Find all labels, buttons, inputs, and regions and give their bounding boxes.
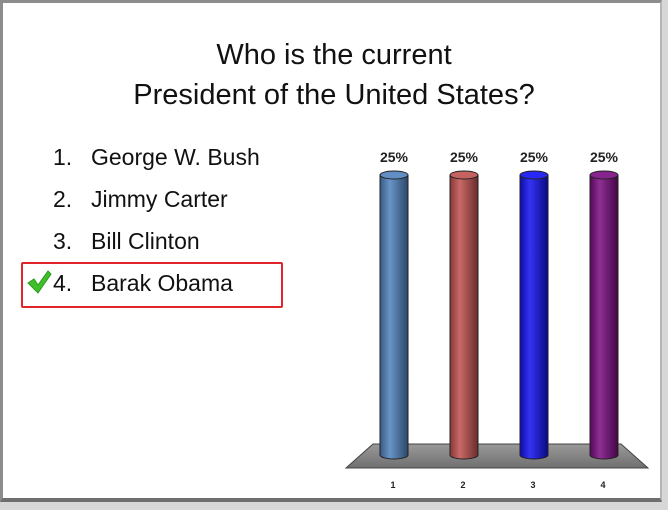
- answer-number: 2.: [53, 186, 73, 212]
- answer-text: Jimmy Carter: [91, 186, 228, 212]
- bar-4: [589, 174, 619, 460]
- answer-number: 3.: [53, 228, 73, 254]
- answer-item-4: 4. Barak Obama: [21, 262, 283, 311]
- answer-text: Barak Obama: [91, 270, 233, 296]
- bar-2: [449, 174, 479, 460]
- answer-item-2: 2. Jimmy Carter: [53, 185, 260, 227]
- category-label-2: 2: [460, 480, 465, 490]
- title-line-2: President of the United States?: [133, 79, 535, 111]
- answer-number: 1.: [53, 144, 73, 170]
- chart-bars: 25% 1 25% 2 25% 3 25% 4: [379, 149, 619, 490]
- data-label-4: 25%: [590, 149, 619, 165]
- bar-top-2: [449, 170, 479, 180]
- category-label-1: 1: [390, 480, 395, 490]
- answer-list: 1. George W. Bush 2. Jimmy Carter 3. Bill C…: [21, 143, 283, 311]
- data-label-2: 25%: [450, 149, 479, 165]
- check-icon: [26, 269, 52, 301]
- category-label-4: 4: [600, 480, 605, 490]
- bar-top-4: [589, 170, 619, 180]
- data-label-1: 25%: [380, 149, 409, 165]
- answer-item-3: 3. Bill Clinton: [53, 227, 260, 269]
- bar-3: [519, 174, 549, 460]
- title-line-1: Who is the current: [216, 39, 452, 71]
- bar-top-3: [519, 170, 549, 180]
- bar-1: [379, 174, 409, 460]
- correct-answer-highlight: [21, 262, 283, 308]
- answer-text: Bill Clinton: [91, 228, 200, 254]
- data-label-3: 25%: [520, 149, 549, 165]
- slide-title: Who is the current President of the Unit…: [3, 35, 665, 115]
- answer-number: 4.: [53, 270, 73, 296]
- answer-text: George W. Bush: [91, 144, 260, 170]
- bar-top-1: [379, 170, 409, 180]
- category-label-3: 3: [530, 480, 535, 490]
- answer-item-1: 1. George W. Bush: [53, 143, 260, 185]
- slide: Who is the current President of the Unit…: [0, 0, 662, 502]
- response-chart: 25% 1 25% 2 25% 3 25% 4: [344, 149, 650, 490]
